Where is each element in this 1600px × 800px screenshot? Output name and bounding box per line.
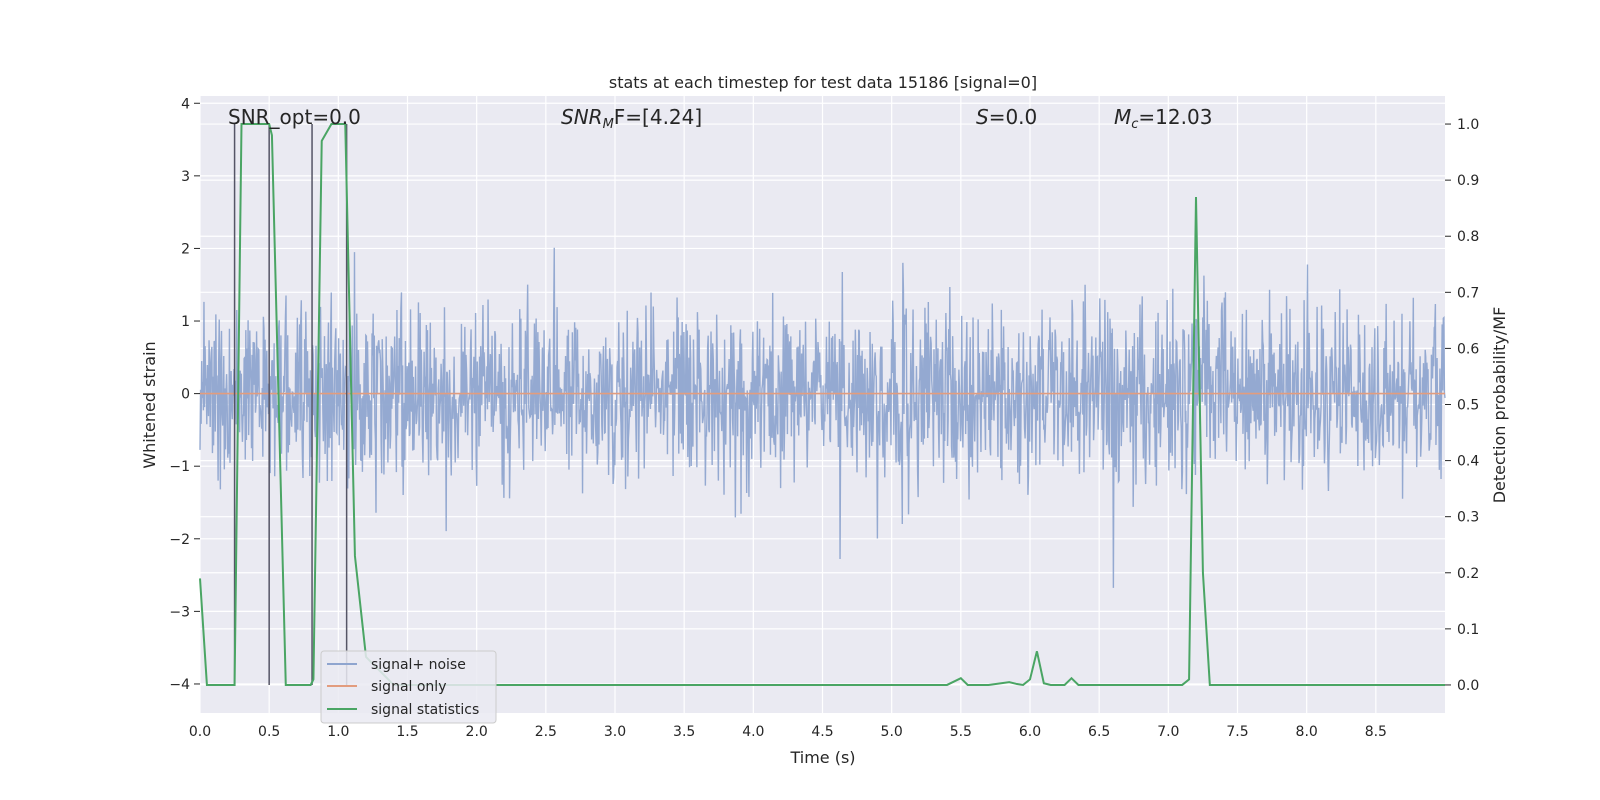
x-tick-label-13: 6.5 — [1088, 724, 1110, 740]
x-tick-label-7: 3.5 — [673, 724, 695, 740]
series-signal-noise — [199, 247, 1446, 588]
x-axis-label: Time (s) — [789, 748, 855, 767]
y2-tick-label-9: 0.9 — [1457, 173, 1479, 189]
y-tick-label-8: 4 — [181, 96, 190, 112]
annotation-s: S=0.0 — [976, 105, 1037, 129]
y2-tick-label-8: 0.8 — [1457, 229, 1479, 245]
y2-ticks: 0.0 0.1 0.2 0.3 0.4 0.5 0.6 0.7 0.8 0.9 1.0 — [1445, 117, 1479, 694]
legend-box — [320, 650, 497, 724]
series-signal-statistics — [199, 123, 1445, 687]
noise-line — [199, 247, 1446, 588]
x-tick-label-5: 2.5 — [535, 724, 557, 740]
x-tick-label-12: 6.0 — [1019, 724, 1041, 740]
y2-tick-label-7: 0.7 — [1457, 285, 1479, 301]
annotation-mc: Mc=12.03 — [1114, 105, 1212, 132]
legend-label-signal-only: signal only — [371, 679, 446, 695]
y-tick-label-7: 3 — [181, 169, 190, 185]
annotation-snr-opt: SNR_opt=0.0 — [228, 105, 361, 129]
x-tick-label-11: 5.5 — [950, 724, 972, 740]
x-tick-label-4: 2.0 — [466, 724, 488, 740]
legend-label-signal-statistics: signal statistics — [371, 702, 479, 718]
y2-tick-label-0: 0.0 — [1457, 678, 1479, 694]
y-tick-label-5: 1 — [181, 314, 190, 330]
y2-tick-label-5: 0.5 — [1457, 398, 1479, 414]
y-tick-label-6: 2 — [181, 241, 190, 257]
x-tick-label-3: 1.5 — [396, 724, 418, 740]
vertical-markers — [233, 124, 348, 685]
x-tick-label-1: 0.5 — [258, 724, 280, 740]
chart-title: stats at each timestep for test data 151… — [609, 73, 1037, 92]
x-tick-label-6: 3.0 — [604, 724, 626, 740]
annotation-snr-mf: SNRMF=[4.24] — [561, 105, 702, 132]
y2-tick-label-2: 0.2 — [1457, 566, 1479, 582]
y-tick-label-2: −2 — [169, 532, 190, 548]
x-tick-label-17: 8.5 — [1365, 724, 1387, 740]
x-tick-label-8: 4.0 — [742, 724, 764, 740]
x-ticks: 0.0 0.5 1.0 1.5 2.0 2.5 3.0 3.5 4.0 4.5 5.0 5.5 6.0 6… — [189, 724, 1387, 740]
y2-tick-label-1: 0.1 — [1457, 622, 1479, 638]
x-tick-label-15: 7.5 — [1226, 724, 1248, 740]
legend: signal+ noise signal only signal statist… — [320, 650, 497, 724]
y-tick-label-1: −3 — [169, 604, 190, 620]
x-tick-label-10: 5.0 — [881, 724, 903, 740]
y-axis-label: Whitened strain — [140, 341, 159, 468]
signal-statistics-line — [199, 123, 1445, 687]
y2-axis-label: Detection probability/MF — [1490, 307, 1509, 504]
x-tick-label-0: 0.0 — [189, 724, 211, 740]
y2-tick-label-6: 0.6 — [1457, 341, 1479, 357]
y2-tick-label-4: 0.4 — [1457, 454, 1479, 470]
y2-tick-label-10: 1.0 — [1457, 117, 1479, 133]
y2-tick-label-3: 0.3 — [1457, 510, 1479, 526]
x-tick-label-14: 7.0 — [1157, 724, 1179, 740]
legend-label-signal-noise: signal+ noise — [371, 657, 466, 673]
y-tick-label-4: 0 — [181, 387, 190, 403]
y-tick-label-3: −1 — [169, 459, 190, 475]
x-tick-label-2: 1.0 — [327, 724, 349, 740]
x-tick-label-9: 4.5 — [811, 724, 833, 740]
x-tick-label-16: 8.0 — [1296, 724, 1318, 740]
y-ticks: −4 −3 −2 −1 0 1 2 3 4 — [169, 96, 200, 693]
y-tick-label-0: −4 — [169, 677, 190, 693]
